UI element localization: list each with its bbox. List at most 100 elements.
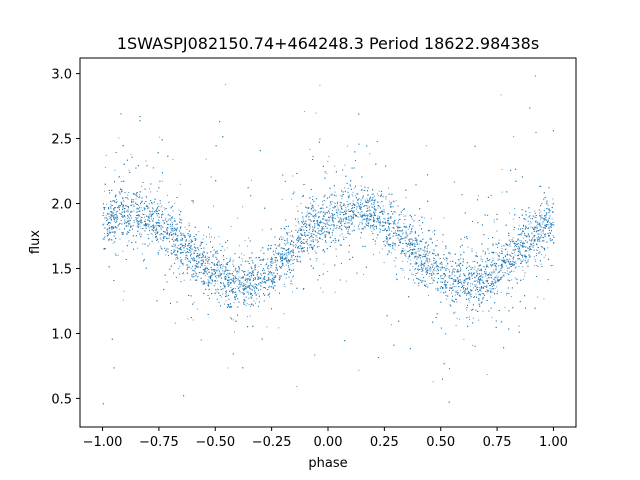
data-point	[297, 240, 299, 241]
data-point	[528, 239, 530, 241]
data-point	[460, 257, 462, 259]
data-point	[180, 256, 182, 258]
data-point	[288, 231, 290, 233]
data-point	[253, 288, 255, 289]
data-point	[402, 268, 404, 270]
data-point	[432, 264, 434, 266]
data-point	[463, 285, 465, 286]
data-point	[116, 201, 118, 202]
data-point	[211, 279, 213, 280]
data-point	[398, 234, 400, 236]
data-point	[395, 211, 396, 213]
data-point	[287, 271, 288, 272]
data-point	[115, 216, 116, 218]
data-point	[111, 226, 112, 228]
data-point	[238, 276, 240, 278]
data-point	[114, 200, 116, 202]
data-point	[275, 268, 277, 270]
data-point	[249, 315, 251, 317]
data-point	[462, 284, 464, 286]
data-point	[147, 207, 149, 209]
data-point	[446, 298, 448, 300]
data-point	[199, 257, 200, 258]
data-point	[211, 236, 212, 238]
data-point	[148, 207, 150, 209]
data-point	[193, 301, 195, 303]
data-point	[283, 313, 285, 315]
data-point	[348, 229, 349, 231]
data-point	[379, 219, 381, 221]
data-point	[126, 221, 128, 223]
data-point	[475, 271, 477, 273]
data-point	[534, 258, 536, 260]
data-point	[424, 253, 426, 255]
data-point	[386, 239, 388, 240]
data-point	[250, 266, 252, 268]
data-point	[144, 220, 145, 222]
data-point	[266, 262, 267, 264]
data-point	[543, 298, 545, 300]
data-point	[162, 236, 164, 238]
data-point	[469, 272, 471, 274]
data-point	[319, 84, 321, 86]
data-point	[348, 208, 349, 210]
data-point	[440, 277, 442, 279]
data-point	[248, 303, 250, 305]
data-point	[524, 251, 526, 252]
data-point	[300, 233, 302, 234]
data-point	[552, 210, 554, 212]
data-point	[401, 210, 403, 211]
data-point	[317, 205, 319, 207]
data-point	[430, 268, 432, 270]
data-point	[487, 266, 489, 268]
data-point	[238, 269, 240, 271]
data-point	[399, 239, 401, 241]
data-point	[227, 282, 229, 284]
data-point	[370, 214, 372, 216]
data-point	[369, 199, 371, 200]
data-point	[302, 235, 304, 237]
data-point	[473, 272, 475, 274]
data-point	[295, 243, 297, 245]
data-point	[220, 286, 221, 288]
data-point	[530, 218, 532, 220]
data-point	[173, 230, 175, 232]
data-point	[128, 216, 129, 218]
data-point	[478, 287, 480, 289]
data-point	[235, 276, 236, 278]
data-point	[426, 268, 428, 270]
data-point	[436, 260, 438, 262]
data-point	[536, 296, 538, 298]
data-point	[172, 236, 174, 238]
data-point	[522, 244, 524, 246]
data-point	[400, 213, 402, 215]
data-point	[185, 241, 187, 242]
data-point	[311, 215, 313, 217]
data-point	[542, 240, 543, 242]
data-point	[267, 274, 269, 276]
data-point	[381, 224, 383, 226]
data-point	[517, 238, 519, 240]
data-point	[135, 203, 137, 205]
data-point	[493, 271, 495, 272]
data-point	[279, 278, 281, 280]
data-point	[137, 211, 139, 213]
data-point	[153, 208, 154, 210]
data-point	[210, 176, 212, 178]
data-point	[440, 291, 442, 293]
data-point	[282, 237, 284, 239]
data-point	[552, 265, 554, 266]
data-point	[154, 231, 156, 233]
data-point	[323, 211, 325, 213]
data-point	[304, 234, 305, 236]
data-point	[253, 300, 255, 302]
data-point	[518, 251, 520, 253]
data-point	[352, 191, 354, 193]
data-point	[114, 232, 116, 234]
data-point	[529, 212, 531, 213]
data-point	[367, 217, 368, 219]
data-point	[298, 228, 300, 230]
data-point	[428, 275, 430, 277]
data-point	[192, 276, 194, 278]
data-point	[337, 211, 339, 213]
